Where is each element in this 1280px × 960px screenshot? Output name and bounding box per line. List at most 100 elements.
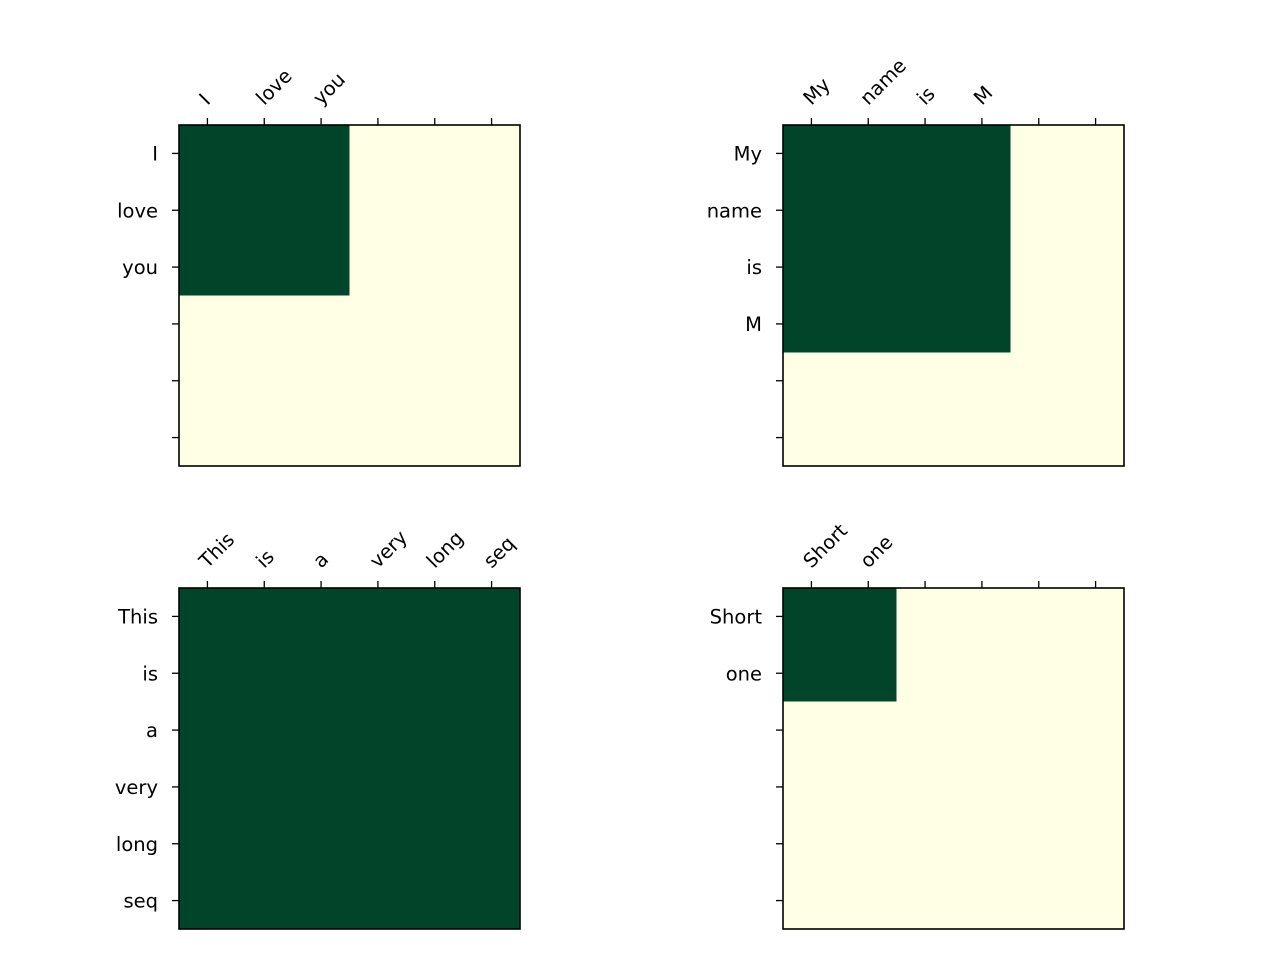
heatmap-cell — [463, 872, 521, 930]
heatmap-cell — [235, 644, 294, 703]
heatmap-cell — [292, 409, 351, 467]
heatmap-cell — [349, 409, 407, 467]
heatmap-cell — [235, 758, 294, 816]
heatmap-cell — [1067, 758, 1125, 816]
heatmap-cell — [783, 409, 841, 467]
y-tick-label: very — [115, 776, 158, 799]
heatmap-cell — [783, 238, 841, 297]
heatmap-cell — [179, 352, 237, 410]
heatmap-cell — [292, 181, 351, 240]
heatmap-cell — [783, 295, 841, 353]
heatmap-cell — [1010, 588, 1068, 646]
heatmap-cell — [463, 352, 521, 410]
x-tick-label: love — [252, 64, 297, 109]
heatmap-cell — [349, 181, 407, 240]
heatmap-cell — [1010, 238, 1068, 297]
heatmap-cell — [953, 815, 1011, 873]
heatmap-cell — [839, 181, 898, 240]
heatmap-cell — [463, 181, 521, 240]
heatmap-cell — [406, 701, 464, 760]
heatmap-cell — [896, 872, 955, 930]
heatmap-cell — [839, 588, 898, 646]
heatmap-cell — [839, 295, 898, 353]
heatmap-cell — [463, 701, 521, 760]
heatmap-cell — [953, 352, 1011, 410]
heatmap-cell — [783, 181, 841, 240]
heatmap-cell — [896, 125, 955, 183]
x-tick-label: name — [856, 54, 911, 109]
heatmap-cell — [349, 352, 407, 410]
heatmap-cell — [1067, 588, 1125, 646]
heatmap-cell — [235, 588, 294, 646]
heatmap-cell — [783, 815, 841, 873]
heatmap-cell — [953, 644, 1011, 703]
heatmap-cell — [896, 644, 955, 703]
heatmap-cell — [292, 872, 351, 930]
y-tick-label: you — [122, 256, 158, 279]
x-tick-label: very — [365, 526, 412, 573]
heatmap-cell — [896, 295, 955, 353]
heatmap-cell — [783, 872, 841, 930]
heatmap-cell — [839, 644, 898, 703]
heatmap-cell — [953, 409, 1011, 467]
heatmap-cell — [292, 644, 351, 703]
y-tick-label: is — [746, 256, 762, 279]
heatmap-cell — [235, 181, 294, 240]
y-tick-label: a — [146, 719, 158, 742]
heatmap-cell — [1010, 125, 1068, 183]
heatmap-cell — [179, 125, 237, 183]
heatmap-cell — [235, 872, 294, 930]
heatmap-cell — [349, 644, 407, 703]
heatmap-cell — [1067, 409, 1125, 467]
heatmap-cell — [179, 238, 237, 297]
axes-frame — [782, 587, 1125, 930]
heatmap-cell — [235, 815, 294, 873]
heatmap-cell — [896, 815, 955, 873]
heatmap-cell — [953, 125, 1011, 183]
heatmap-cell — [349, 815, 407, 873]
heatmap-cell — [1067, 125, 1125, 183]
heatmap-cell — [463, 815, 521, 873]
heatmap-cell — [349, 701, 407, 760]
x-tick-label: This — [194, 528, 239, 573]
heatmap-cell — [235, 701, 294, 760]
x-tick-label: is — [252, 545, 279, 572]
heatmap-cell — [292, 588, 351, 646]
heatmap-cell — [1010, 295, 1068, 353]
heatmap-cell — [783, 644, 841, 703]
axes-frame — [178, 587, 521, 930]
heatmap-cell — [896, 352, 955, 410]
heatmap-cell — [406, 352, 464, 410]
heatmap-cell — [1067, 295, 1125, 353]
heatmap-cell — [896, 758, 955, 816]
heatmap-cell — [839, 815, 898, 873]
heatmap-cell — [1067, 701, 1125, 760]
heatmap-cell — [292, 701, 351, 760]
heatmap-cell — [292, 238, 351, 297]
heatmap-cell — [349, 758, 407, 816]
heatmap-cell — [839, 872, 898, 930]
y-tick-label: love — [117, 199, 158, 222]
heatmap-cell — [1067, 352, 1125, 410]
heatmap-cell — [406, 238, 464, 297]
heatmap-cell — [463, 125, 521, 183]
heatmap-cell — [406, 125, 464, 183]
heatmap-cell — [1010, 758, 1068, 816]
x-tick-label: I — [195, 89, 215, 109]
heatmap-cell — [1010, 872, 1068, 930]
heatmap-cell — [896, 588, 955, 646]
heatmap-cell — [292, 815, 351, 873]
heatmap-cell — [235, 295, 294, 353]
heatmap-cell — [406, 295, 464, 353]
heatmap-cell — [896, 181, 955, 240]
heatmap-cell — [406, 409, 464, 467]
heatmap-cell — [1067, 815, 1125, 873]
y-tick-label: one — [726, 662, 762, 685]
heatmap-cell — [839, 758, 898, 816]
heatmap-cell — [463, 238, 521, 297]
x-tick-label: a — [308, 548, 333, 573]
y-tick-label: seq — [123, 890, 158, 913]
